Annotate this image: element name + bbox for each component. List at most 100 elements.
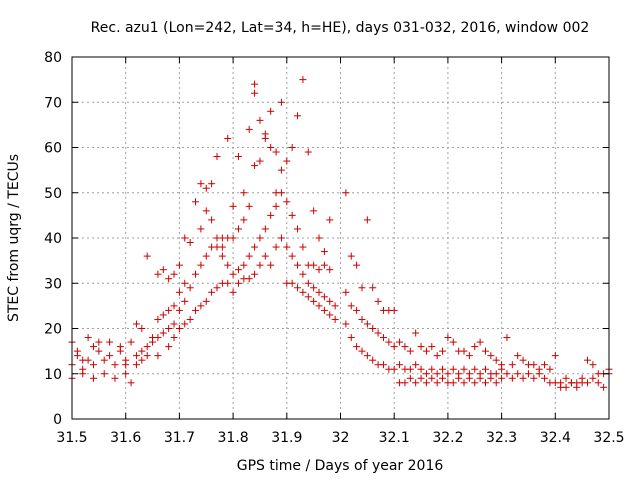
data-point	[170, 270, 178, 278]
data-point	[277, 98, 285, 106]
y-tick-label: 70	[44, 95, 62, 111]
x-tick-label: 31.5	[56, 430, 87, 446]
data-point	[229, 288, 237, 296]
data-point	[476, 338, 484, 346]
data-point	[541, 361, 549, 369]
data-point	[175, 306, 183, 314]
data-point	[331, 315, 339, 323]
data-point	[412, 329, 420, 337]
data-point	[245, 275, 253, 283]
x-tick-label: 32.3	[486, 430, 517, 446]
data-point	[132, 320, 140, 328]
data-point	[251, 243, 259, 251]
data-point	[143, 252, 151, 260]
data-point	[154, 315, 162, 323]
data-point	[428, 374, 436, 382]
data-point	[508, 374, 516, 382]
data-point	[471, 379, 479, 387]
data-point	[240, 216, 248, 224]
data-point	[342, 189, 350, 197]
data-point	[251, 89, 259, 97]
y-tick-label: 60	[44, 141, 62, 157]
data-point	[589, 374, 597, 382]
data-point	[143, 352, 151, 360]
y-tick-label: 40	[44, 231, 62, 247]
data-point	[89, 374, 97, 382]
data-point	[481, 347, 489, 355]
data-point	[406, 365, 414, 373]
data-point	[202, 252, 210, 260]
data-point	[213, 284, 221, 292]
data-point	[261, 130, 269, 138]
data-point	[320, 248, 328, 256]
data-point	[267, 107, 275, 115]
data-point	[84, 356, 92, 364]
data-point	[562, 374, 570, 382]
data-point	[315, 266, 323, 274]
data-point	[594, 379, 602, 387]
data-point	[256, 234, 264, 242]
data-point	[165, 343, 173, 351]
data-point	[218, 252, 226, 260]
data-point	[159, 311, 167, 319]
data-point	[261, 225, 269, 233]
data-point	[267, 211, 275, 219]
data-point	[186, 284, 194, 292]
data-point	[132, 352, 140, 360]
data-point	[277, 234, 285, 242]
data-point	[487, 374, 495, 382]
data-point	[444, 370, 452, 378]
data-point	[192, 306, 200, 314]
data-point	[159, 329, 167, 337]
data-point	[122, 361, 130, 369]
data-point	[165, 325, 173, 332]
data-point	[138, 325, 146, 332]
data-point	[111, 374, 119, 382]
y-tick-label: 10	[44, 367, 62, 383]
data-point	[433, 352, 441, 360]
data-point	[412, 361, 420, 369]
data-point	[326, 216, 334, 224]
data-point	[567, 379, 575, 387]
data-point	[277, 189, 285, 197]
data-point	[417, 365, 425, 373]
data-point	[417, 343, 425, 351]
data-point	[363, 216, 371, 224]
data-point	[116, 347, 124, 355]
data-point	[406, 374, 414, 382]
data-point	[492, 370, 500, 378]
data-point	[100, 370, 108, 378]
data-point	[401, 379, 409, 387]
data-point	[213, 153, 221, 161]
data-point	[390, 343, 398, 351]
data-point	[192, 270, 200, 278]
data-point	[433, 370, 441, 378]
data-point	[197, 225, 205, 233]
data-point	[240, 189, 248, 197]
data-point	[503, 370, 511, 378]
data-point	[326, 266, 334, 274]
x-tick-label: 31.9	[271, 430, 302, 446]
data-point	[379, 334, 387, 342]
data-point	[439, 374, 447, 382]
data-points	[68, 76, 613, 391]
data-point	[186, 315, 194, 323]
data-point	[304, 279, 312, 287]
data-point	[471, 365, 479, 373]
data-point	[379, 361, 387, 369]
data-point	[294, 284, 302, 292]
data-point	[541, 374, 549, 382]
data-point	[385, 338, 393, 346]
data-point	[422, 370, 430, 378]
data-point	[390, 306, 398, 314]
data-point	[589, 361, 597, 369]
data-point	[374, 329, 382, 337]
data-point	[283, 157, 291, 165]
x-tick-label: 32.1	[379, 430, 410, 446]
data-point	[498, 374, 506, 382]
data-point	[412, 379, 420, 387]
data-point	[277, 166, 285, 174]
data-point	[106, 352, 114, 360]
data-point	[240, 261, 248, 269]
data-point	[530, 361, 538, 369]
